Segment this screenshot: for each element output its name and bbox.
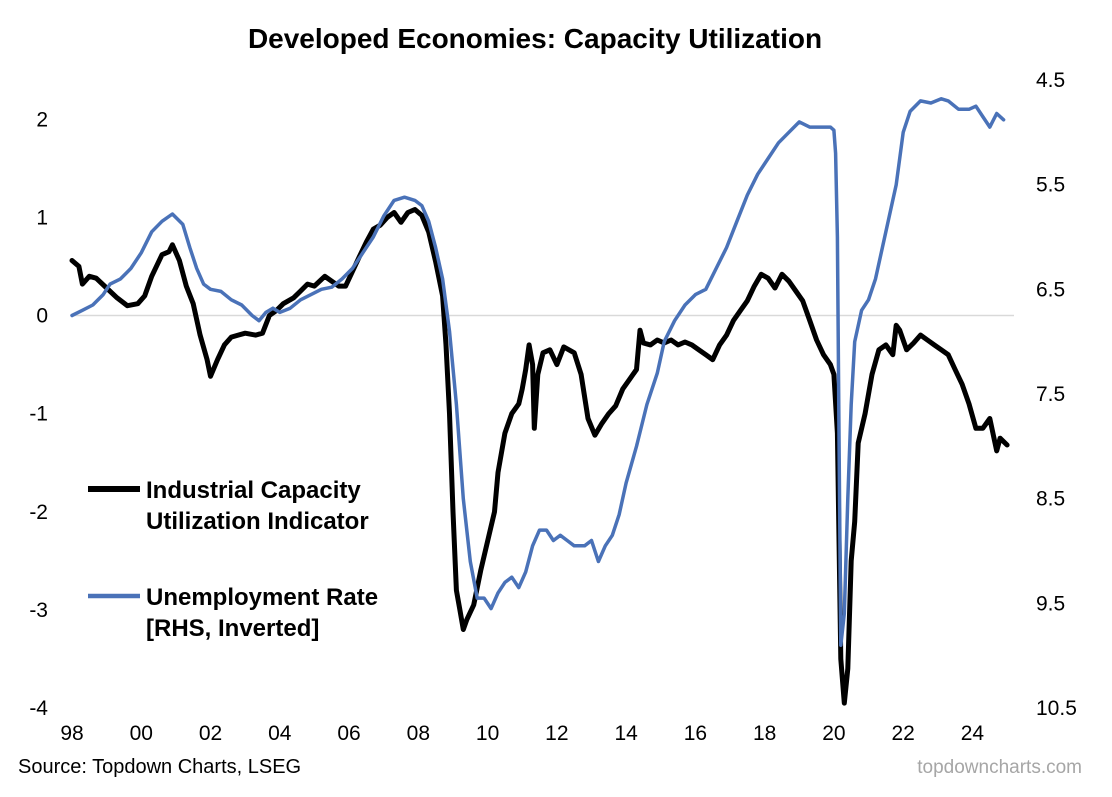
left-tick-label: -4 xyxy=(29,697,48,720)
x-tick-label: 04 xyxy=(268,722,292,745)
left-tick-label: 0 xyxy=(36,305,48,328)
right-axis-tick-labels: 4.5 5.5 6.5 7.5 8.5 9.5 10.5 xyxy=(1036,69,1077,720)
x-tick-label: 02 xyxy=(199,722,222,745)
x-tick-label: 14 xyxy=(614,722,638,745)
x-tick-label: 24 xyxy=(961,722,985,745)
x-tick-label: 98 xyxy=(60,722,83,745)
unemployment-rate-line xyxy=(70,97,1006,647)
left-tick-label: -2 xyxy=(29,501,48,524)
chart-title: Developed Economies: Capacity Utilizatio… xyxy=(248,23,822,54)
right-tick-label: 10.5 xyxy=(1036,697,1077,720)
left-axis-tick-labels: 2 1 0 -1 -2 -3 -4 xyxy=(29,108,48,720)
legend-label-unemployment-line2: [RHS, Inverted] xyxy=(146,615,319,642)
right-tick-label: 8.5 xyxy=(1036,488,1065,511)
left-tick-label: -1 xyxy=(29,403,48,426)
legend-label-capacity-line2: Utilization Indicator xyxy=(146,508,369,535)
source-note: Source: Topdown Charts, LSEG xyxy=(18,756,301,778)
right-tick-label: 4.5 xyxy=(1036,69,1065,92)
left-tick-label: -3 xyxy=(29,599,48,622)
x-tick-label: 18 xyxy=(753,722,776,745)
left-tick-label: 1 xyxy=(36,206,48,229)
x-tick-label: 00 xyxy=(130,722,153,745)
x-tick-label: 20 xyxy=(822,722,845,745)
legend: Industrial Capacity Utilization Indicato… xyxy=(88,477,378,642)
x-tick-label: 10 xyxy=(476,722,499,745)
right-tick-label: 5.5 xyxy=(1036,174,1065,197)
x-tick-label: 12 xyxy=(545,722,568,745)
x-axis-tick-labels: 98 00 02 04 06 08 10 12 14 16 18 20 22 24 xyxy=(60,722,984,745)
legend-label-unemployment-line1: Unemployment Rate xyxy=(146,584,378,611)
x-tick-label: 22 xyxy=(891,722,914,745)
left-tick-label: 2 xyxy=(36,108,48,131)
legend-label-capacity-line1: Industrial Capacity xyxy=(146,477,361,504)
right-tick-label: 9.5 xyxy=(1036,592,1065,615)
x-tick-label: 16 xyxy=(684,722,707,745)
capacity-utilization-line xyxy=(69,207,1010,706)
right-tick-label: 7.5 xyxy=(1036,383,1065,406)
series-lines xyxy=(69,97,1010,706)
x-tick-label: 08 xyxy=(407,722,430,745)
right-tick-label: 6.5 xyxy=(1036,278,1065,301)
x-tick-label: 06 xyxy=(337,722,360,745)
brand-watermark: topdowncharts.com xyxy=(917,757,1082,778)
